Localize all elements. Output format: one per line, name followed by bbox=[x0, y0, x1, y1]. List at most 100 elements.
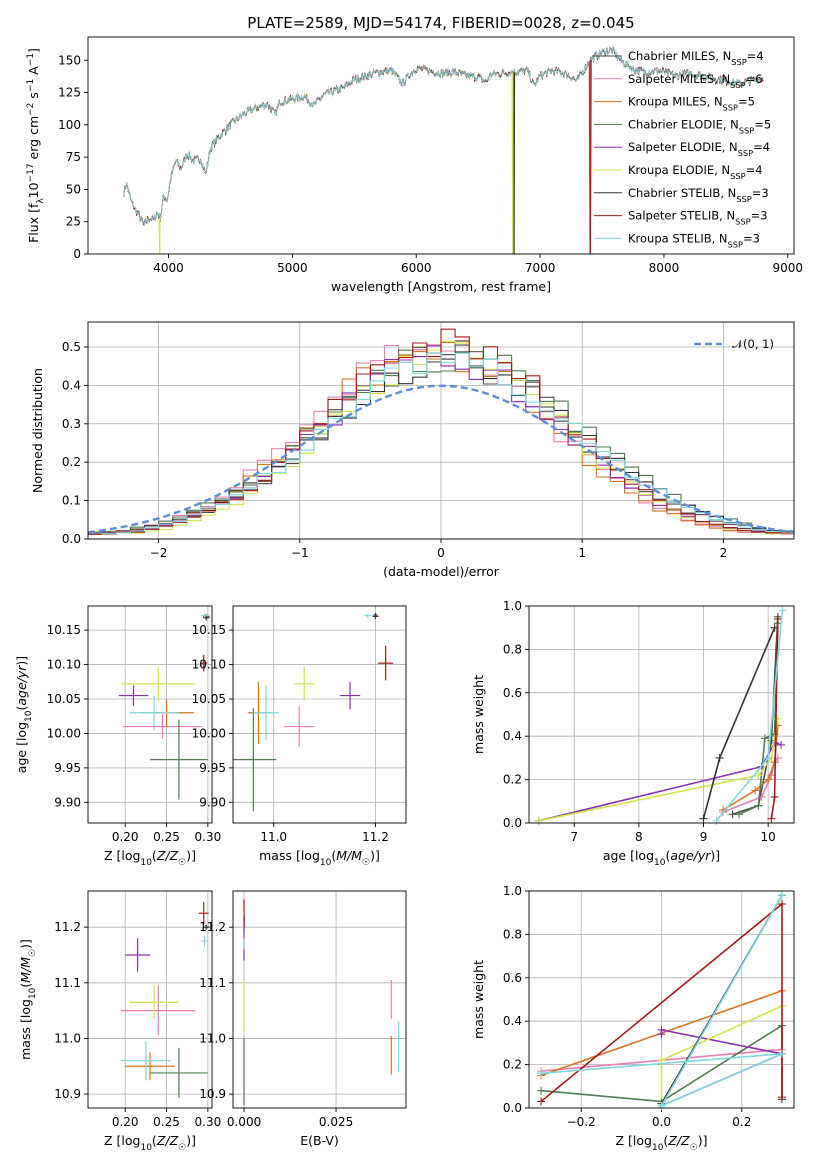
y-axis-label: Flux [fλ10−17 erg cm−2 s−1 A−1] bbox=[26, 48, 46, 243]
age-vs-metallicity-panel: 0.20 0.25 0.30 9.90 9.95 10.00 10.05 10.10 10.15… bbox=[14, 605, 222, 868]
legend-entry: Salpeter MILES, NSSP=6 bbox=[628, 72, 763, 90]
y-tick-label: 25 bbox=[66, 215, 81, 229]
y-tick-label: 10.00 bbox=[192, 726, 226, 740]
x-axis-label: mass [log10(M/M☉)] bbox=[259, 848, 380, 868]
legend-entry: Chabrier MILES, NSSP=4 bbox=[628, 49, 764, 67]
y-tick-label: 0.2 bbox=[503, 1058, 522, 1072]
y-axis-label-group: mass weight bbox=[471, 960, 486, 1039]
x-tick-label: 5000 bbox=[277, 261, 308, 275]
x-tick-label: 7 bbox=[570, 830, 578, 844]
x-tick-label: 0.30 bbox=[195, 1115, 222, 1129]
y-tick-label: 0.6 bbox=[503, 686, 522, 700]
y-tick-label: 11.0 bbox=[54, 1031, 81, 1045]
y-axis-label-group: age [log10(age/yr)] bbox=[14, 656, 34, 773]
histogram-8 bbox=[88, 352, 794, 535]
y-axis-label-group: mass [log10(M/M☉)] bbox=[18, 939, 38, 1060]
weight-line-5 bbox=[538, 718, 779, 822]
x-tick-label: 9 bbox=[700, 830, 708, 844]
weight-vs-age-panel: 7 8 9 10 0.0 0.2 0.4 0.6 0.8 1.0 age [log10(age/yr… bbox=[471, 599, 795, 868]
y-tick-label: 11.1 bbox=[199, 976, 226, 990]
legend-entry: 𝒩(0, 1) bbox=[732, 337, 774, 351]
axes-frame bbox=[87, 890, 213, 1109]
axes-frame bbox=[528, 605, 795, 824]
y-tick-label: 0.8 bbox=[503, 927, 522, 941]
x-tick-label: 8000 bbox=[649, 261, 680, 275]
y-tick-label: 0.3 bbox=[62, 417, 81, 431]
y-tick-label: 150 bbox=[58, 53, 81, 67]
weight-line-4 bbox=[538, 741, 782, 822]
y-tick-label: 0 bbox=[73, 247, 81, 261]
x-tick-label: 4000 bbox=[153, 261, 184, 275]
x-tick-label: 0.20 bbox=[112, 830, 139, 844]
mass-vs-metallicity-panel: 0.20 0.25 0.30 10.9 11.0 11.1 11.2 Z [log10(Z/Z… bbox=[18, 890, 222, 1153]
axes-frame bbox=[528, 890, 795, 1109]
y-tick-label: 11.2 bbox=[54, 920, 81, 934]
y-axis-label-group: mass weight bbox=[471, 675, 486, 754]
y-tick-label: 9.90 bbox=[54, 795, 81, 809]
y-tick-label: 0.0 bbox=[503, 816, 522, 830]
x-tick-label: −2 bbox=[150, 546, 168, 560]
axes-frame bbox=[87, 321, 795, 540]
y-tick-label: 10.15 bbox=[192, 623, 226, 637]
x-tick-label: 0.025 bbox=[319, 1115, 353, 1129]
x-tick-label: 0.0 bbox=[652, 1115, 671, 1129]
y-tick-label: 10.9 bbox=[54, 1087, 81, 1101]
weight-line-8 bbox=[540, 894, 783, 1108]
x-tick-label: 11.0 bbox=[260, 830, 287, 844]
y-tick-label: 0.1 bbox=[62, 494, 81, 508]
errorbar-points bbox=[243, 899, 400, 1106]
legend-entry: Chabrier ELODIE, NSSP=5 bbox=[628, 117, 771, 135]
axes-frame bbox=[87, 36, 795, 255]
y-tick-label: 0.2 bbox=[503, 773, 522, 787]
y-tick-label: 10.10 bbox=[47, 658, 81, 672]
x-tick-label: 8 bbox=[635, 830, 643, 844]
y-tick-label: 0.4 bbox=[503, 1014, 522, 1028]
y-axis-label: mass [log10(M/M☉)] bbox=[18, 939, 38, 1060]
x-tick-label: 0.30 bbox=[195, 830, 222, 844]
x-tick-label: −1 bbox=[291, 546, 309, 560]
y-tick-label: 10.9 bbox=[199, 1087, 226, 1101]
weight-line-8 bbox=[715, 610, 784, 822]
y-tick-label: 125 bbox=[58, 86, 81, 100]
x-axis-label: Z [log10(Z/Z☉)] bbox=[104, 848, 196, 868]
legend-entry: Kroupa STELIB, NSSP=3 bbox=[628, 231, 760, 249]
x-tick-label: 0.20 bbox=[112, 1115, 139, 1129]
weight-lines bbox=[537, 891, 786, 1110]
spectrum-panel: 4000 5000 6000 7000 8000 9000 0 25 50 75 100 125 150… bbox=[26, 14, 803, 294]
x-tick-label: 6000 bbox=[401, 261, 432, 275]
y-tick-label: 1.0 bbox=[503, 884, 522, 898]
y-tick-label: 0.2 bbox=[62, 455, 81, 469]
y-tick-label: 1.0 bbox=[503, 599, 522, 613]
y-tick-label: 100 bbox=[58, 118, 81, 132]
y-axis-label: Normed distribution bbox=[30, 368, 45, 493]
x-tick-label: 9000 bbox=[773, 261, 804, 275]
normal-reference-curve bbox=[87, 384, 795, 534]
errorbar-points bbox=[121, 902, 210, 1098]
x-axis-label: Z [log10(Z/Z☉)] bbox=[615, 1133, 707, 1153]
y-tick-label: 9.95 bbox=[199, 761, 226, 775]
axes-frame bbox=[232, 605, 407, 824]
residuals-panel: −2 −1 0 1 2 0.0 0.1 0.2 0.3 0.4 0.5 (data-model)/er… bbox=[30, 321, 795, 579]
x-tick-label: 2 bbox=[720, 546, 728, 560]
y-tick-label: 75 bbox=[66, 150, 81, 164]
axes-frame bbox=[232, 890, 407, 1109]
x-tick-label: 0.25 bbox=[153, 1115, 180, 1129]
x-axis-label: (data-model)/error bbox=[383, 564, 500, 579]
y-tick-label: 0.5 bbox=[62, 340, 81, 354]
figure-title: PLATE=2589, MJD=54174, FIBERID=0028, z=0… bbox=[247, 14, 634, 32]
y-tick-label: 9.90 bbox=[199, 795, 226, 809]
legend-entry: Kroupa MILES, NSSP=5 bbox=[628, 95, 755, 113]
y-axis-label: mass weight bbox=[471, 960, 486, 1039]
y-axis-label: age [log10(age/yr)] bbox=[14, 656, 34, 773]
mass-vs-extinction-panel: 0.000 0.025 10.9 11.0 11.1 11.2 E(B-V) bbox=[199, 890, 407, 1148]
y-tick-label: 0.0 bbox=[62, 532, 81, 546]
weight-lines bbox=[534, 606, 787, 825]
axes-frame bbox=[87, 605, 213, 824]
x-tick-label: 0 bbox=[437, 546, 445, 560]
y-tick-label: 10.00 bbox=[47, 726, 81, 740]
y-tick-label: 0.6 bbox=[503, 971, 522, 985]
y-tick-label: 11.2 bbox=[199, 920, 226, 934]
y-axis-label: mass weight bbox=[471, 675, 486, 754]
y-tick-label: 10.05 bbox=[192, 692, 226, 706]
